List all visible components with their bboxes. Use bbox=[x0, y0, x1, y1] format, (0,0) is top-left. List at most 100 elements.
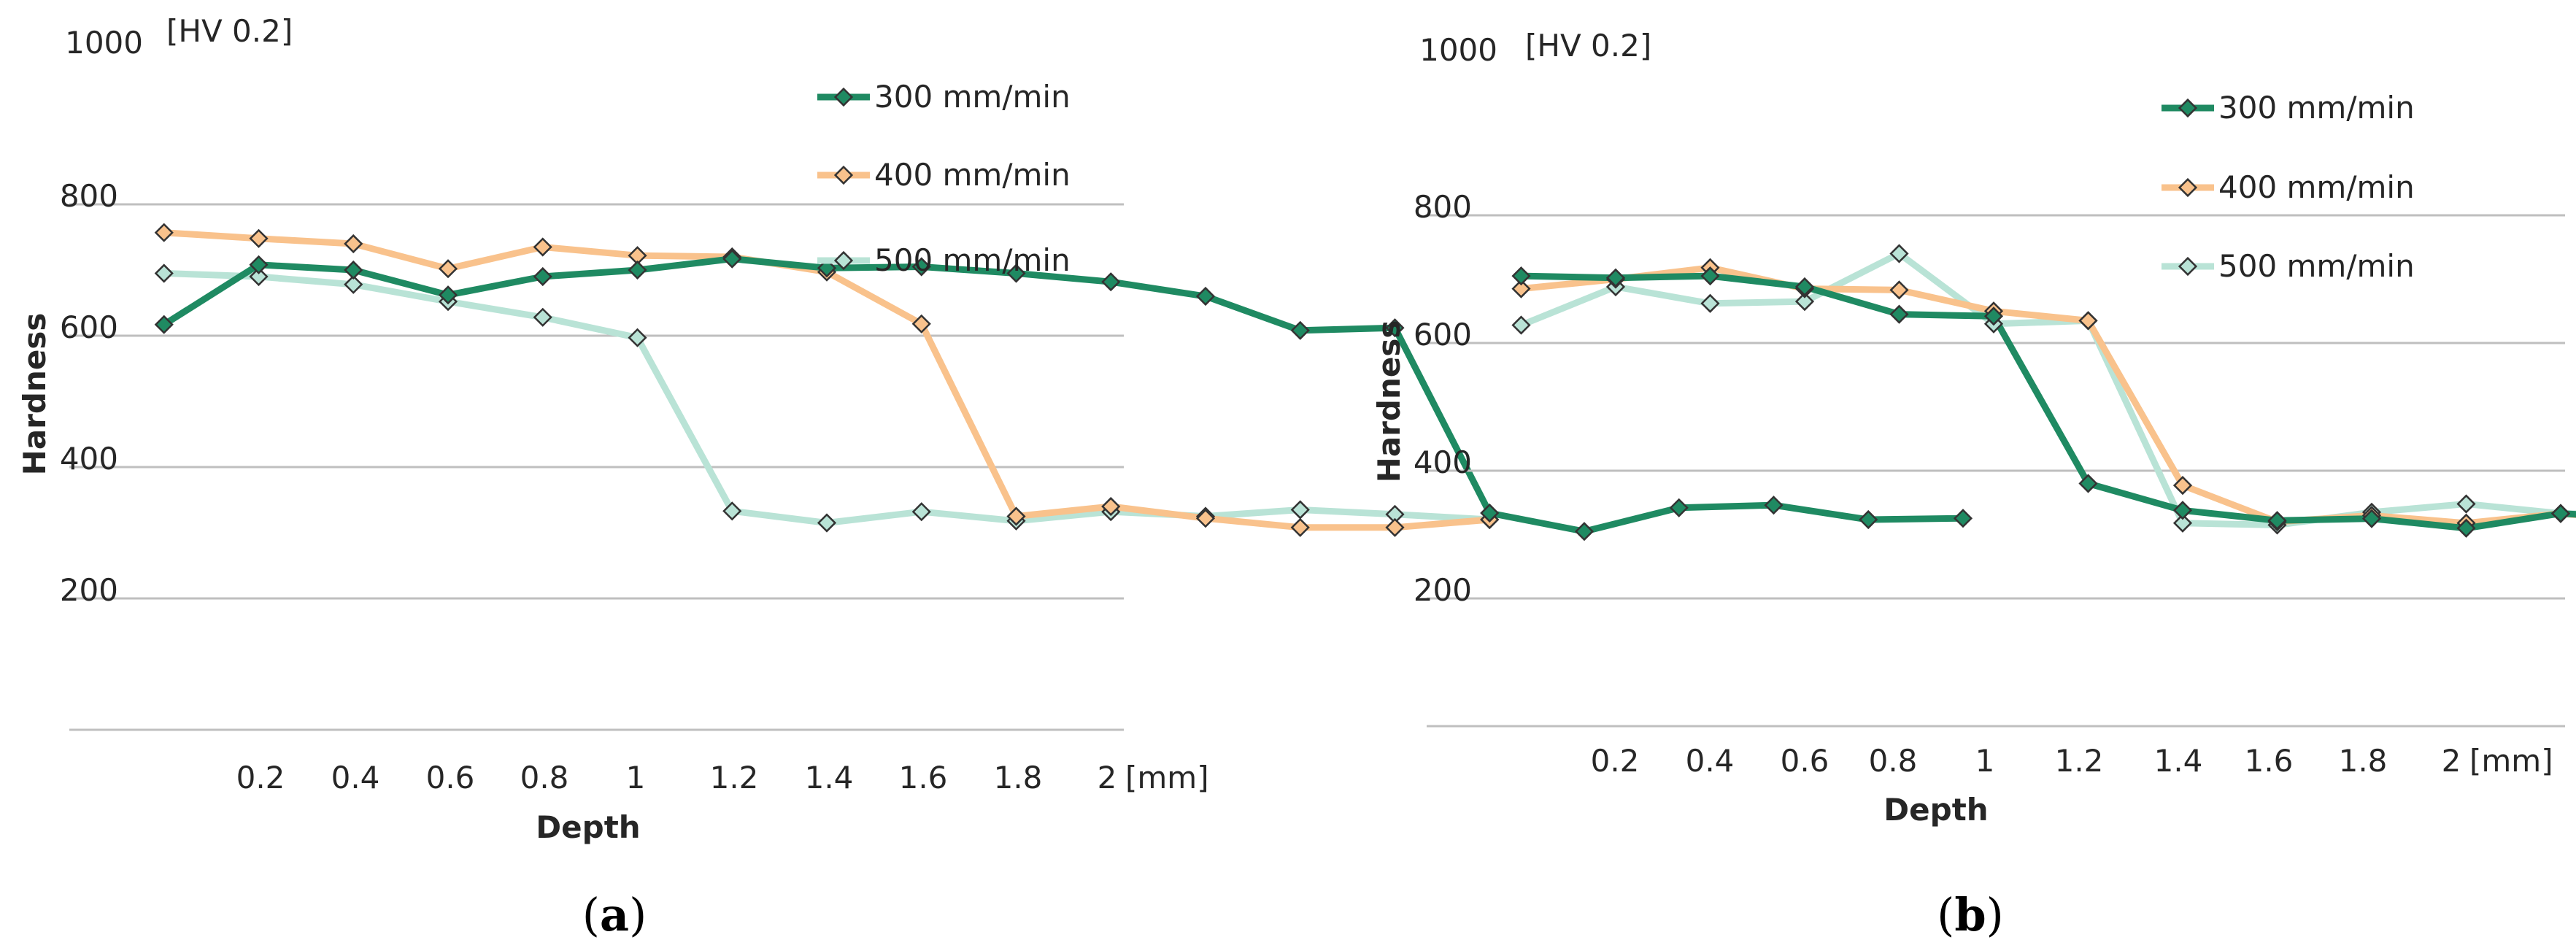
data-point-500 bbox=[722, 501, 742, 521]
data-point-300 bbox=[1794, 277, 1815, 297]
legend-item-500: 500 mm/min bbox=[2162, 248, 2415, 284]
legend-label: 400 mm/min bbox=[2218, 169, 2415, 205]
gridlines-b bbox=[1427, 214, 2565, 728]
data-point-500 bbox=[344, 274, 363, 294]
data-point-500 bbox=[2172, 513, 2193, 533]
data-point-400 bbox=[1195, 509, 1216, 528]
x-tick-label: 0.6 bbox=[426, 760, 475, 795]
series-line-500 bbox=[1519, 250, 2576, 528]
data-point-300 bbox=[1764, 496, 1783, 515]
y-tick-label: 1000 bbox=[65, 25, 143, 61]
series-markers-b bbox=[1511, 244, 2571, 538]
x-tick-label: 1.4 bbox=[2154, 743, 2203, 779]
panel-label-close-paren: ) bbox=[629, 888, 647, 941]
panel-label-letter: b bbox=[1954, 888, 1986, 941]
y-axis-title: Hardness bbox=[17, 313, 53, 476]
data-point-500 bbox=[1794, 292, 1815, 312]
x-tick-label: 1.8 bbox=[994, 760, 1043, 795]
data-point-300 bbox=[1953, 509, 1973, 528]
data-point-300 bbox=[1983, 307, 2004, 326]
data-point-400 bbox=[2078, 311, 2098, 331]
data-point-300 bbox=[438, 285, 458, 305]
data-point-300 bbox=[911, 257, 931, 277]
y-tick-label: 200 bbox=[60, 572, 118, 608]
panel-label-open-paren: ( bbox=[1937, 888, 1954, 941]
x-tick-label: 2 bbox=[1098, 760, 1117, 795]
y-tick-label: 400 bbox=[1414, 444, 1472, 480]
x-tick-label: 0.8 bbox=[1869, 743, 1918, 779]
x-tick-labels-a: 0.2 0.4 0.6 0.8 1 1.2 1.4 1.6 1.8 2 bbox=[236, 760, 1117, 795]
y-tick-label: 400 bbox=[60, 441, 118, 477]
legend-item-300: 300 mm/min bbox=[817, 79, 1071, 115]
data-point-400 bbox=[628, 246, 647, 266]
data-point-300 bbox=[1511, 266, 1531, 286]
data-point-300 bbox=[2078, 474, 2098, 493]
legend-swatch-marker bbox=[833, 250, 854, 271]
x-tick-label: 1.8 bbox=[2339, 743, 2388, 779]
y-tick-label: 600 bbox=[1414, 317, 1472, 352]
series-lines-b bbox=[1519, 250, 2576, 532]
legend-swatch-marker bbox=[2178, 177, 2198, 198]
y-unit-label: [HV 0.2] bbox=[1525, 28, 1651, 63]
data-point-500 bbox=[1511, 315, 1531, 335]
data-point-500 bbox=[628, 328, 647, 347]
data-point-500 bbox=[911, 502, 931, 522]
data-point-500 bbox=[533, 307, 552, 327]
y-tick-label: 800 bbox=[1414, 189, 1472, 225]
legend-item-400: 400 mm/min bbox=[2162, 169, 2415, 205]
data-point-400 bbox=[344, 234, 363, 254]
x-axis-title: Depth bbox=[1883, 792, 1988, 828]
data-point-300 bbox=[722, 249, 742, 269]
x-unit-label: [mm] bbox=[1125, 760, 1209, 795]
data-point-300 bbox=[2172, 501, 2193, 520]
data-point-400 bbox=[1006, 506, 1026, 526]
data-point-500 bbox=[2456, 494, 2476, 514]
legend-swatch-marker bbox=[833, 165, 854, 185]
data-point-300 bbox=[1290, 320, 1310, 340]
legend-item-500: 500 mm/min bbox=[817, 242, 1071, 278]
data-point-400 bbox=[1511, 279, 1531, 298]
data-point-400 bbox=[249, 228, 269, 248]
data-point-300 bbox=[344, 260, 363, 280]
data-point-500 bbox=[249, 266, 269, 287]
data-point-300 bbox=[1101, 272, 1121, 292]
x-axis-title: Depth bbox=[536, 809, 640, 845]
data-point-400 bbox=[1290, 517, 1310, 537]
data-point-300 bbox=[1195, 286, 1216, 307]
gridlines-a bbox=[69, 203, 1124, 731]
y-tick-label: 600 bbox=[60, 309, 118, 345]
x-tick-label: 0.2 bbox=[236, 760, 285, 795]
x-tick-label: 2 bbox=[2442, 743, 2461, 779]
data-point-500 bbox=[1290, 500, 1310, 520]
y-tick-label: 800 bbox=[60, 178, 118, 214]
data-point-400 bbox=[154, 223, 174, 242]
data-point-300 bbox=[1480, 503, 1500, 523]
data-point-300 bbox=[1006, 263, 1026, 283]
data-point-500 bbox=[1385, 504, 1405, 524]
panel-label-a: (a) bbox=[582, 888, 647, 941]
data-point-400 bbox=[1385, 517, 1405, 537]
panel-label-open-paren: ( bbox=[582, 888, 600, 941]
y-tick-label: 200 bbox=[1414, 572, 1472, 608]
y-axis-title: Hardness bbox=[1371, 320, 1407, 483]
legend-label: 500 mm/min bbox=[2218, 248, 2415, 284]
data-point-300 bbox=[1385, 318, 1405, 338]
data-point-400 bbox=[533, 237, 552, 257]
x-unit-label: [mm] bbox=[2469, 743, 2553, 779]
data-point-300 bbox=[249, 255, 269, 274]
data-point-500 bbox=[154, 263, 174, 283]
data-point-500 bbox=[817, 513, 837, 533]
series-markers-a bbox=[154, 223, 1973, 542]
data-point-300 bbox=[1574, 522, 1594, 542]
data-point-300 bbox=[1605, 268, 1626, 288]
data-point-300 bbox=[628, 260, 647, 280]
data-point-400 bbox=[911, 314, 931, 334]
data-point-500 bbox=[1889, 244, 1909, 263]
data-point-400 bbox=[1889, 280, 1909, 300]
legend-label: 300 mm/min bbox=[2218, 90, 2415, 126]
x-tick-label: 0.4 bbox=[1686, 743, 1735, 779]
y-tick-labels-b: 200 400 600 800 1000 bbox=[1414, 32, 1497, 608]
legend-label: 400 mm/min bbox=[874, 157, 1071, 193]
legend-a: 300 mm/min 400 mm/min 500 mm/min bbox=[817, 79, 1071, 278]
legend-label: 500 mm/min bbox=[874, 242, 1071, 278]
